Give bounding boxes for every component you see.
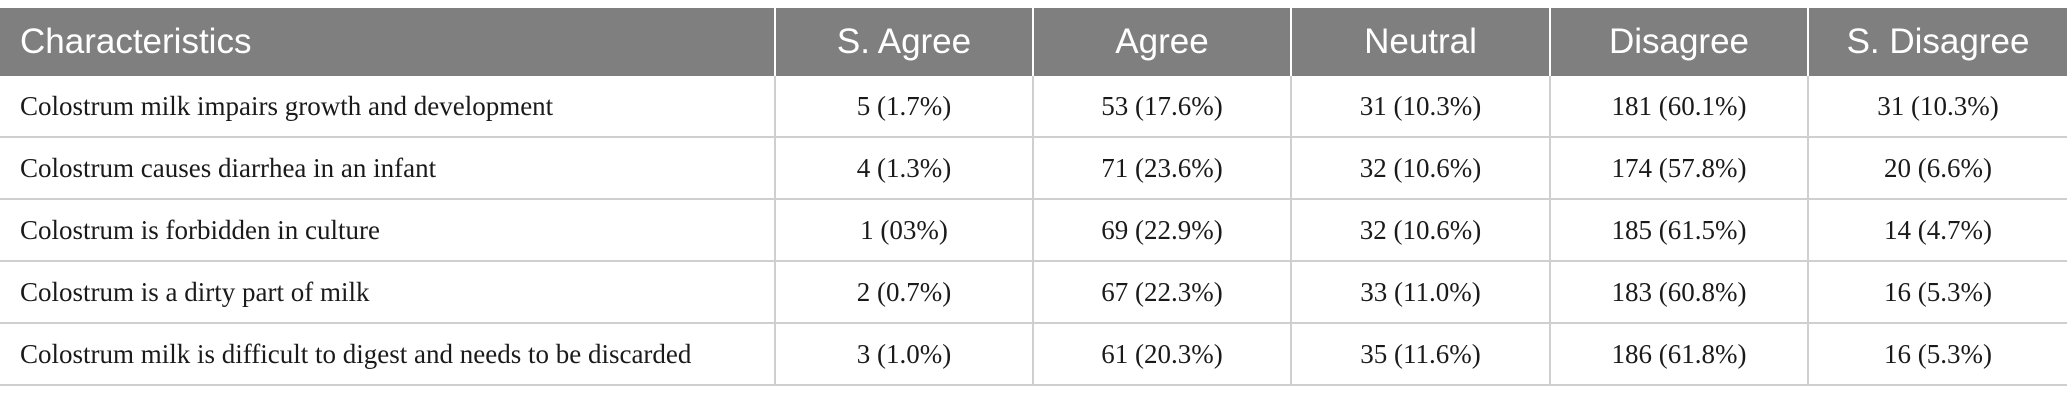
cell-strongly-agree: 5 (1.7%) <box>775 76 1034 138</box>
row-characteristic: Colostrum causes diarrhea in an infant <box>0 137 776 200</box>
header-neutral: Neutral <box>1291 8 1551 76</box>
header-strongly-agree: S. Agree <box>775 8 1034 76</box>
cell-strongly-disagree: 14 (4.7%) <box>1808 199 2067 262</box>
cell-strongly-disagree: 16 (5.3%) <box>1808 323 2067 386</box>
cell-neutral: 31 (10.3%) <box>1291 76 1551 138</box>
table-row: Colostrum causes diarrhea in an infant 4… <box>0 137 2067 200</box>
cell-agree: 69 (22.9%) <box>1033 199 1292 262</box>
cell-strongly-agree: 4 (1.3%) <box>775 137 1034 200</box>
header-row: Characteristics S. Agree Agree Neutral D… <box>0 8 2067 76</box>
row-characteristic: Colostrum milk is difficult to digest an… <box>0 323 776 386</box>
cell-agree: 67 (22.3%) <box>1033 261 1292 324</box>
cell-strongly-agree: 2 (0.7%) <box>775 261 1034 324</box>
row-characteristic: Colostrum is forbidden in culture <box>0 199 776 262</box>
cell-disagree: 181 (60.1%) <box>1550 76 1809 138</box>
cell-strongly-disagree: 16 (5.3%) <box>1808 261 2067 324</box>
cell-neutral: 33 (11.0%) <box>1291 261 1551 324</box>
cell-neutral: 35 (11.6%) <box>1291 323 1551 386</box>
header-strongly-disagree: S. Disagree <box>1808 8 2067 76</box>
table-row: Colostrum milk impairs growth and develo… <box>0 76 2067 138</box>
header-characteristics: Characteristics <box>0 8 776 76</box>
data-table-container: Characteristics S. Agree Agree Neutral D… <box>0 8 2067 386</box>
cell-disagree: 174 (57.8%) <box>1550 137 1809 200</box>
table-row: Colostrum is forbidden in culture 1 (03%… <box>0 199 2067 262</box>
cell-strongly-disagree: 20 (6.6%) <box>1808 137 2067 200</box>
table-header: Characteristics S. Agree Agree Neutral D… <box>0 8 2067 76</box>
row-characteristic: Colostrum milk impairs growth and develo… <box>0 76 776 138</box>
cell-agree: 53 (17.6%) <box>1033 76 1292 138</box>
cell-neutral: 32 (10.6%) <box>1291 199 1551 262</box>
header-agree: Agree <box>1033 8 1292 76</box>
table-body: Colostrum milk impairs growth and develo… <box>0 76 2067 386</box>
cell-disagree: 185 (61.5%) <box>1550 199 1809 262</box>
colostrum-perception-table: Characteristics S. Agree Agree Neutral D… <box>0 8 2067 386</box>
row-characteristic: Colostrum is a dirty part of milk <box>0 261 776 324</box>
header-disagree: Disagree <box>1550 8 1809 76</box>
cell-strongly-agree: 3 (1.0%) <box>775 323 1034 386</box>
table-row: Colostrum is a dirty part of milk 2 (0.7… <box>0 261 2067 324</box>
cell-disagree: 183 (60.8%) <box>1550 261 1809 324</box>
cell-agree: 71 (23.6%) <box>1033 137 1292 200</box>
table-row: Colostrum milk is difficult to digest an… <box>0 323 2067 386</box>
cell-agree: 61 (20.3%) <box>1033 323 1292 386</box>
cell-disagree: 186 (61.8%) <box>1550 323 1809 386</box>
cell-strongly-disagree: 31 (10.3%) <box>1808 76 2067 138</box>
cell-strongly-agree: 1 (03%) <box>775 199 1034 262</box>
cell-neutral: 32 (10.6%) <box>1291 137 1551 200</box>
